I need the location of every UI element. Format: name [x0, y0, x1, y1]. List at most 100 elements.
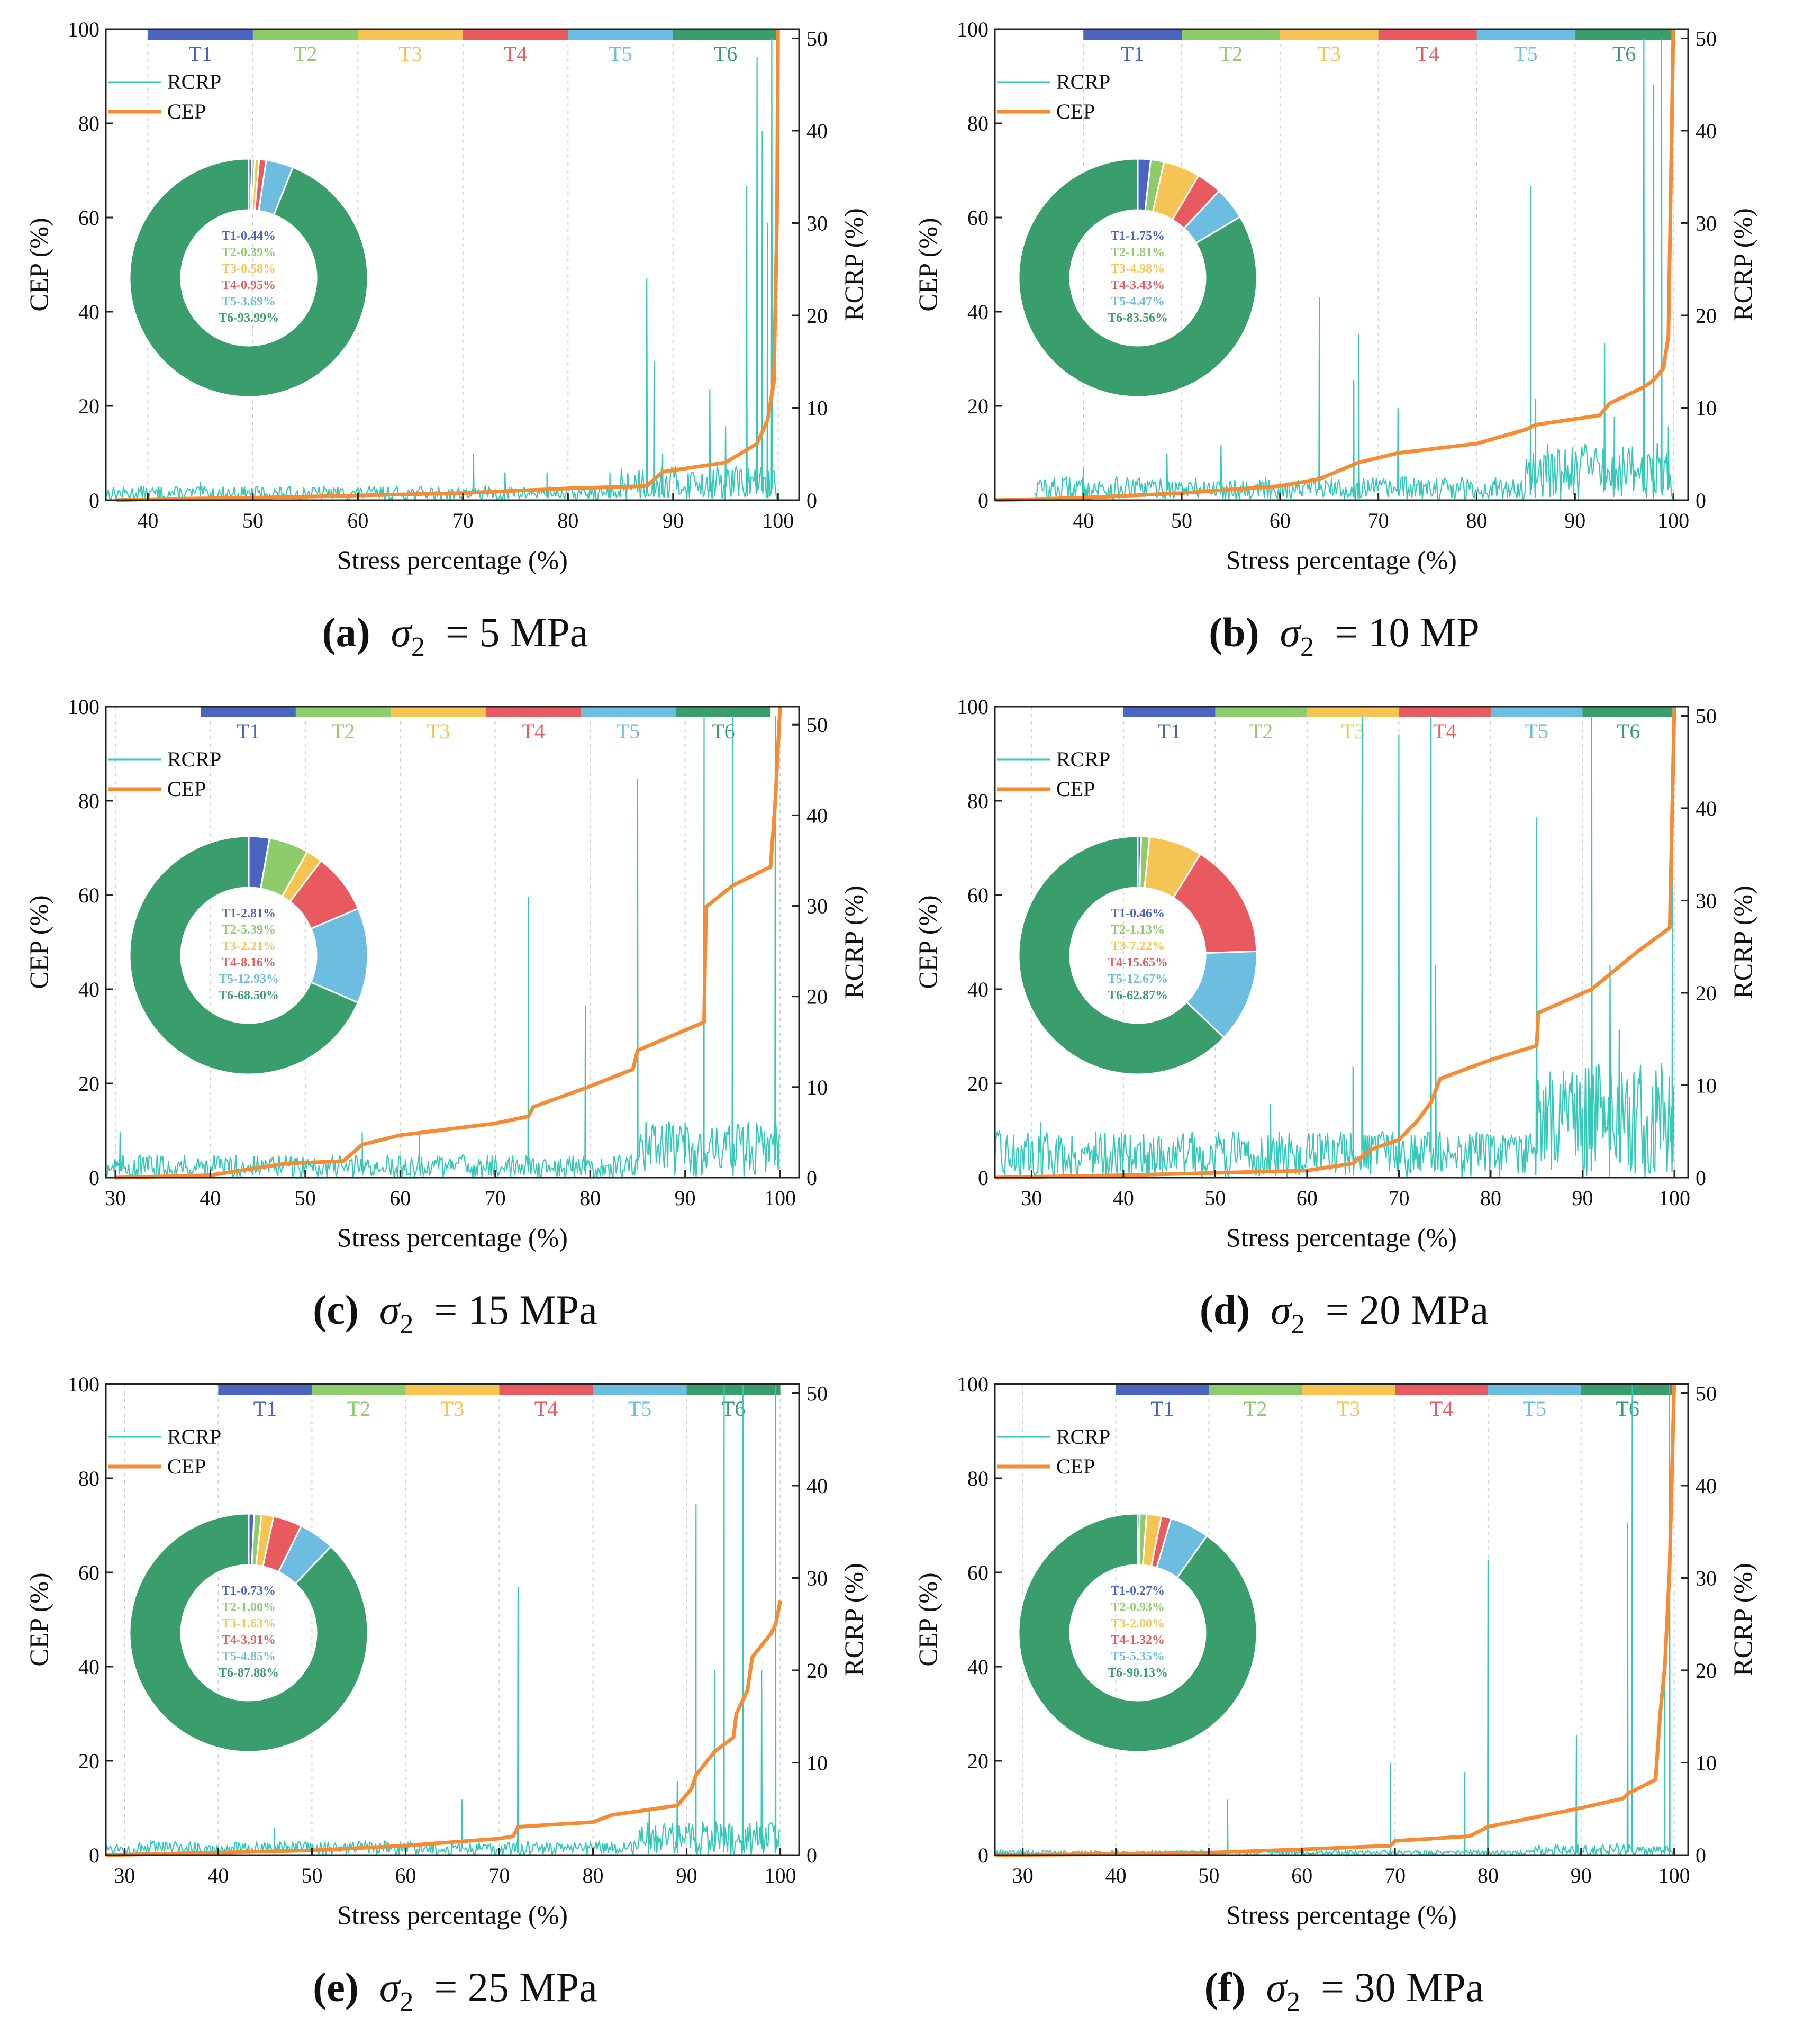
- y-tick-label: 100: [68, 1372, 99, 1396]
- stage-bar-t4: [463, 29, 568, 40]
- y2-tick-label: 20: [1696, 304, 1717, 328]
- y2-tick-label: 50: [806, 713, 828, 737]
- x-tick-label: 40: [137, 509, 158, 532]
- chart-b: T1 T2 T3 T4 T5 T6 0 20 40 60 80 100 0 10 20 30 40 50 40 50 6…: [913, 17, 1757, 575]
- y2-axis-label: RCRP (%): [839, 1563, 868, 1676]
- stage-bar-t1: [1123, 707, 1216, 717]
- y2-tick-label: 10: [806, 396, 828, 420]
- y2-axis-label: RCRP (%): [839, 208, 868, 321]
- x-tick-label: 90: [676, 1864, 697, 1887]
- y2-tick-label: 10: [806, 1075, 828, 1099]
- y2-tick-label: 20: [806, 985, 828, 1009]
- legend-rcrp-label: RCRP: [1056, 1425, 1110, 1449]
- caption-value: = 10 MP: [1335, 609, 1480, 655]
- stage-bar-t6: [1575, 29, 1674, 40]
- y2-tick-label: 0: [806, 1843, 817, 1867]
- caption-sigma: σ: [1280, 609, 1301, 655]
- y2-tick-label: 30: [806, 894, 828, 918]
- stage-label-t2: T2: [1244, 1397, 1267, 1421]
- donut-label-t3: T3-1.63%: [222, 1617, 276, 1631]
- stage-label-t5: T5: [1514, 42, 1537, 66]
- stage-bar-t1: [218, 1384, 312, 1395]
- y-tick-label: 0: [89, 1843, 99, 1867]
- y-tick-label: 60: [967, 883, 989, 907]
- caption-value: = 25 MPa: [434, 1964, 597, 2010]
- stage-bar-t3: [1280, 29, 1379, 40]
- y-tick-label: 40: [967, 978, 989, 1001]
- panel-f: T1 T2 T3 T4 T5 T6 0 20 40 60 80 100 0 10 20 30 40 50 30 40 5…: [900, 1355, 1789, 2017]
- stage-label-t3: T3: [1318, 42, 1341, 66]
- stage-bar-t6: [675, 707, 771, 717]
- caption-letter: (c): [313, 1287, 359, 1333]
- y-tick-label: 60: [78, 206, 99, 230]
- caption-value: = 20 MPa: [1325, 1287, 1489, 1333]
- x-tick-label: 70: [485, 1186, 506, 1210]
- donut-label-t6: T6-68.50%: [219, 989, 279, 1002]
- donut-slice-t6: [129, 835, 359, 1075]
- x-axis-label: Stress percentage (%): [1226, 1900, 1457, 1930]
- stage-label-t3: T3: [1341, 719, 1364, 743]
- y2-tick-label: 30: [806, 1566, 828, 1590]
- rcrp-series: [994, 706, 1674, 1180]
- stage-bar-t6: [1582, 707, 1674, 717]
- donut-label-t1: T1-0.27%: [1111, 1584, 1165, 1598]
- stage-label-t6: T6: [1617, 719, 1640, 743]
- caption-a: (a) σ2 = 5 MPa: [11, 609, 900, 662]
- y-tick-label: 60: [78, 1561, 99, 1585]
- y-axis-label: CEP (%): [913, 218, 942, 311]
- x-tick-label: 90: [1564, 509, 1585, 532]
- y2-axis-label: RCRP (%): [1728, 885, 1757, 998]
- legend-rcrp-label: RCRP: [167, 747, 221, 771]
- x-tick-label: 50: [1171, 509, 1192, 532]
- y2-tick-label: 40: [1696, 797, 1717, 820]
- x-tick-label: 60: [395, 1864, 416, 1887]
- stage-bar-t2: [1182, 29, 1280, 40]
- x-tick-label: 50: [295, 1186, 316, 1210]
- stage-label-t3: T3: [398, 42, 422, 66]
- caption-e: (e) σ2 = 25 MPa: [11, 1964, 900, 2017]
- donut-label-t3: T3-2.21%: [222, 939, 276, 953]
- caption-subscript: 2: [400, 1987, 414, 2017]
- cep-series: [116, 29, 780, 502]
- chart-c: T1 T2 T3 T4 T5 T6 0 20 40 60 80 100 0 10 20 30 40 50 30 40 5…: [24, 695, 868, 1252]
- caption-subscript: 2: [400, 1309, 414, 1340]
- x-tick-label: 50: [1204, 1186, 1226, 1210]
- y-tick-label: 20: [967, 1072, 989, 1096]
- legend-cep-label: CEP: [167, 1454, 206, 1478]
- y-axis-label: CEP (%): [24, 1572, 53, 1666]
- x-tick-label: 100: [764, 1186, 796, 1210]
- x-tick-label: 30: [105, 1186, 126, 1210]
- caption-letter: (a): [322, 609, 370, 655]
- donut-label-t4: T4-15.65%: [1108, 956, 1168, 970]
- stage-bar-t5: [1476, 29, 1575, 40]
- panel-b: T1 T2 T3 T4 T5 T6 0 20 40 60 80 100 0 10 20 30 40 50 40 50 6…: [900, 0, 1789, 662]
- stage-bar-t2: [312, 1384, 406, 1395]
- stage-bar-t2: [252, 29, 358, 40]
- donut-label-t3: T3-0.58%: [222, 262, 276, 276]
- stage-label-t1: T1: [1121, 42, 1144, 66]
- y-tick-label: 100: [957, 695, 989, 719]
- x-tick-label: 30: [1021, 1186, 1042, 1210]
- chart-a: T1 T2 T3 T4 T5 T6 0 20 40 60 80 100 0 10 20 30 40 50 40 50 6…: [24, 17, 868, 575]
- stage-label-t6: T6: [714, 42, 737, 66]
- caption-sigma: σ: [379, 1287, 400, 1333]
- x-tick-label: 70: [1384, 1864, 1406, 1887]
- caption-d: (d) σ2 = 20 MPa: [900, 1286, 1789, 1340]
- stage-bar-t4: [1395, 1384, 1488, 1395]
- donut-label-t5: T5-5.35%: [1111, 1650, 1165, 1663]
- caption-letter: (f): [1204, 1964, 1246, 2010]
- x-axis-label: Stress percentage (%): [337, 1223, 568, 1252]
- caption-value: = 5 MPa: [446, 609, 588, 655]
- cep-series: [994, 29, 1675, 502]
- stage-bar-t1: [201, 707, 296, 717]
- stage-bar-t3: [1307, 707, 1399, 717]
- y-tick-label: 80: [78, 1467, 99, 1490]
- stage-bar-t4: [485, 707, 581, 717]
- y2-tick-label: 50: [1696, 26, 1717, 50]
- x-tick-label: 60: [389, 1186, 411, 1210]
- donut-label-t2: T2-1.00%: [222, 1600, 276, 1614]
- caption-subscript: 2: [1300, 632, 1314, 662]
- y-tick-label: 80: [967, 789, 989, 813]
- stage-bar-t5: [581, 707, 676, 717]
